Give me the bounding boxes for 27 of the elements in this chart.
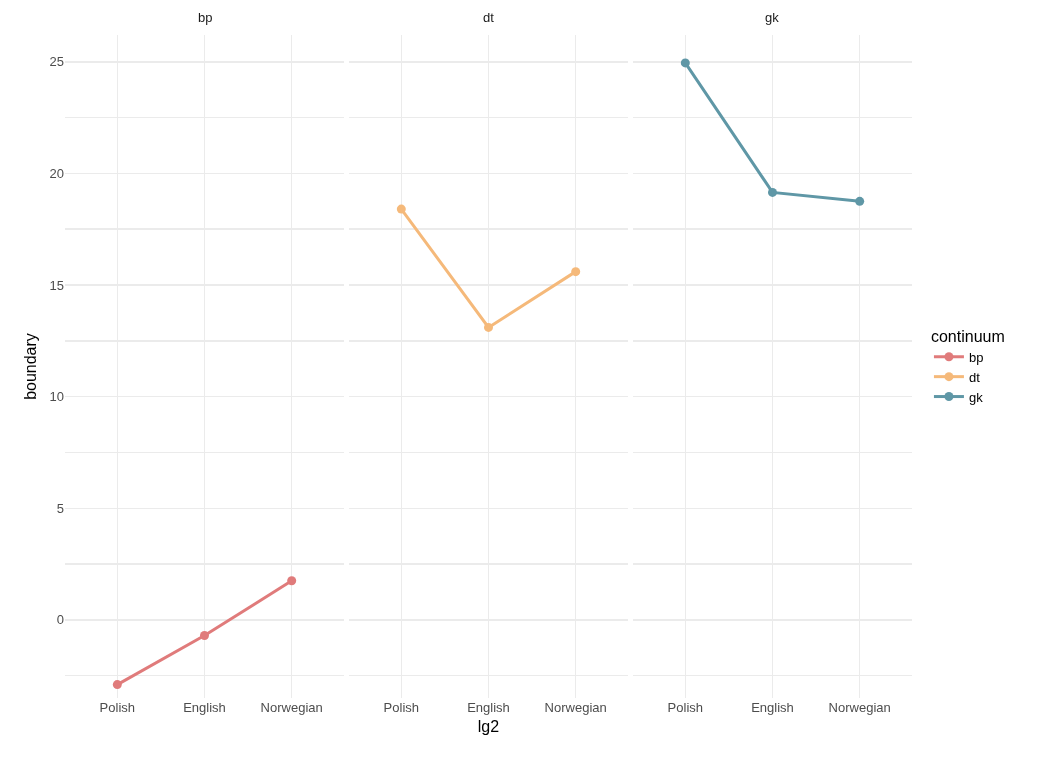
x-tick-label: Polish <box>383 700 420 715</box>
x-tick-label: Polish <box>667 700 704 715</box>
y-tick-label: 5 <box>56 500 64 516</box>
point <box>200 630 209 640</box>
y-tick-label: 0 <box>56 612 64 628</box>
x-tick-label: English <box>183 700 226 715</box>
y-tick-label: 20 <box>49 165 64 181</box>
x-tick-label: Norwegian <box>828 700 891 715</box>
legend-label: gk <box>968 389 984 405</box>
point <box>112 680 122 690</box>
x-tick-label: English <box>467 700 510 715</box>
chart-title: dt <box>483 10 495 25</box>
legend-label: dt <box>968 369 981 385</box>
legend-title: continuum <box>930 327 1005 345</box>
point <box>287 576 297 586</box>
x-axis-title: lg2 <box>477 717 500 735</box>
y-axis-title: boundary <box>22 333 40 400</box>
y-tick-label: 10 <box>49 389 64 405</box>
chart-title: bp <box>198 10 213 25</box>
x-tick-label: Norwegian <box>544 700 607 715</box>
x-tick-label: English <box>751 700 794 715</box>
x-tick-label: Polish <box>99 700 136 715</box>
y-tick-label: 25 <box>49 54 64 70</box>
x-tick-label: Norwegian <box>260 700 323 715</box>
y-tick-label: 15 <box>49 277 64 293</box>
legend-label: bp <box>968 349 984 365</box>
chart-title: gk <box>765 10 780 25</box>
